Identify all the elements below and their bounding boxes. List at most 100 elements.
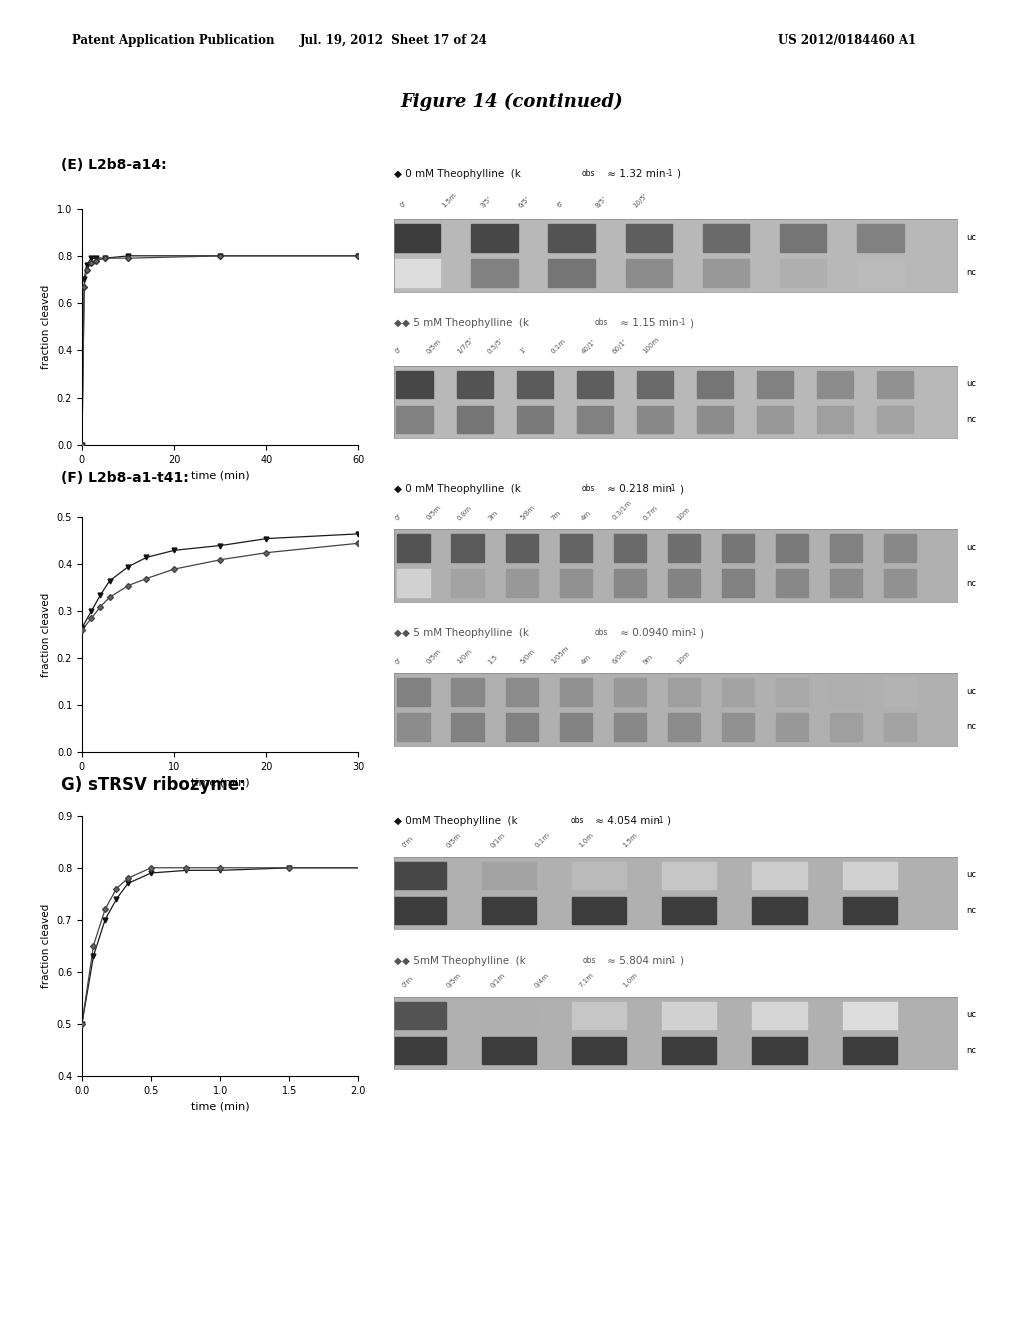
Bar [697, 405, 733, 433]
Text: 0.7m: 0.7m [642, 504, 659, 521]
Text: 0': 0' [394, 512, 403, 521]
Bar [776, 535, 808, 562]
Text: 6/0m: 6/0m [611, 648, 629, 665]
Text: uc: uc [966, 870, 976, 879]
Bar [392, 862, 446, 890]
Text: nc: nc [966, 1045, 976, 1055]
Text: 6': 6' [556, 199, 565, 209]
Bar [471, 224, 517, 252]
X-axis label: time (min): time (min) [190, 777, 250, 788]
Bar [753, 1002, 807, 1030]
Bar [697, 371, 733, 399]
Text: nc: nc [966, 268, 976, 277]
Bar [637, 405, 673, 433]
Bar [722, 569, 755, 597]
Bar [559, 535, 592, 562]
Text: -1: -1 [669, 484, 676, 494]
Text: ≈ 0.218 min: ≈ 0.218 min [604, 484, 672, 495]
Bar [559, 569, 592, 597]
Text: 0/5m: 0/5m [425, 648, 442, 665]
Text: ): ) [699, 628, 703, 639]
Bar [613, 713, 646, 741]
Bar [394, 259, 440, 286]
Bar [663, 1002, 717, 1030]
Text: obs: obs [582, 169, 595, 178]
Bar [613, 569, 646, 597]
Text: ≈ 1.32 min: ≈ 1.32 min [604, 169, 666, 180]
Bar [397, 535, 430, 562]
Bar [884, 713, 916, 741]
Bar [392, 1036, 446, 1064]
Text: 10m: 10m [676, 649, 691, 665]
Bar [757, 405, 793, 433]
Text: 1/7/5': 1/7/5' [456, 337, 474, 355]
Text: G) sTRSV ribozyme:: G) sTRSV ribozyme: [61, 776, 246, 795]
Text: obs: obs [582, 484, 595, 494]
Text: 3/5': 3/5' [479, 195, 493, 209]
Text: 0': 0' [399, 199, 409, 209]
Bar [471, 259, 517, 286]
Bar [668, 535, 700, 562]
Text: -1: -1 [679, 318, 686, 327]
Y-axis label: fraction cleaved: fraction cleaved [41, 593, 51, 677]
Text: Jul. 19, 2012  Sheet 17 of 24: Jul. 19, 2012 Sheet 17 of 24 [300, 34, 488, 48]
Bar [843, 862, 897, 890]
Bar [776, 713, 808, 741]
Text: Figure 14 (continued): Figure 14 (continued) [400, 92, 624, 111]
Bar [753, 1036, 807, 1064]
Bar [506, 569, 538, 597]
Bar [884, 678, 916, 706]
Bar [626, 224, 672, 252]
Text: -1: -1 [669, 956, 676, 965]
Bar [637, 371, 673, 399]
Text: 0/5m: 0/5m [445, 832, 463, 849]
Text: ◆ 0 mM Theophylline  (k: ◆ 0 mM Theophylline (k [394, 484, 521, 495]
Text: 1.5: 1.5 [486, 653, 499, 665]
Text: 0/1m: 0/1m [489, 972, 507, 989]
Text: -1: -1 [689, 628, 696, 638]
Bar [396, 405, 432, 433]
Text: 0/5m: 0/5m [445, 972, 463, 989]
Text: nc: nc [966, 906, 976, 915]
Bar [829, 569, 862, 597]
Bar [843, 896, 897, 924]
Text: obs: obs [595, 628, 608, 638]
Y-axis label: fraction cleaved: fraction cleaved [41, 904, 51, 987]
Bar [722, 535, 755, 562]
Text: 0.5/5': 0.5/5' [486, 337, 505, 355]
Bar [517, 371, 553, 399]
Text: 5/8m: 5/8m [519, 504, 537, 521]
Text: 10/5': 10/5' [632, 191, 648, 209]
Text: 0/1m: 0/1m [489, 832, 507, 849]
Bar [817, 371, 853, 399]
Bar [663, 896, 717, 924]
Bar [884, 535, 916, 562]
Text: ≈ 1.15 min: ≈ 1.15 min [617, 318, 679, 329]
Text: 40/1': 40/1' [581, 338, 597, 355]
Bar [549, 224, 595, 252]
Bar [517, 405, 553, 433]
Text: 0': 0' [394, 346, 403, 355]
Text: 0/4m: 0/4m [534, 972, 551, 989]
Bar [457, 371, 493, 399]
Text: -1: -1 [656, 816, 664, 825]
Text: uc: uc [966, 543, 976, 552]
Text: uc: uc [966, 1010, 976, 1019]
Bar [663, 862, 717, 890]
Text: 60/1': 60/1' [611, 338, 628, 355]
Text: ): ) [667, 816, 671, 826]
Bar [613, 535, 646, 562]
Text: ◆◆ 5 mM Theophylline  (k: ◆◆ 5 mM Theophylline (k [394, 318, 529, 329]
Bar [397, 713, 430, 741]
Text: nc: nc [966, 722, 976, 731]
Text: uc: uc [966, 232, 976, 242]
Bar [702, 224, 750, 252]
Bar [572, 1036, 627, 1064]
Bar [549, 259, 595, 286]
Text: nc: nc [966, 578, 976, 587]
Text: ◆◆ 5mM Theophylline  (k: ◆◆ 5mM Theophylline (k [394, 956, 526, 966]
Bar [884, 569, 916, 597]
Text: 7m: 7m [550, 510, 562, 521]
Bar [572, 1002, 627, 1030]
Text: 1.5m: 1.5m [622, 832, 638, 849]
